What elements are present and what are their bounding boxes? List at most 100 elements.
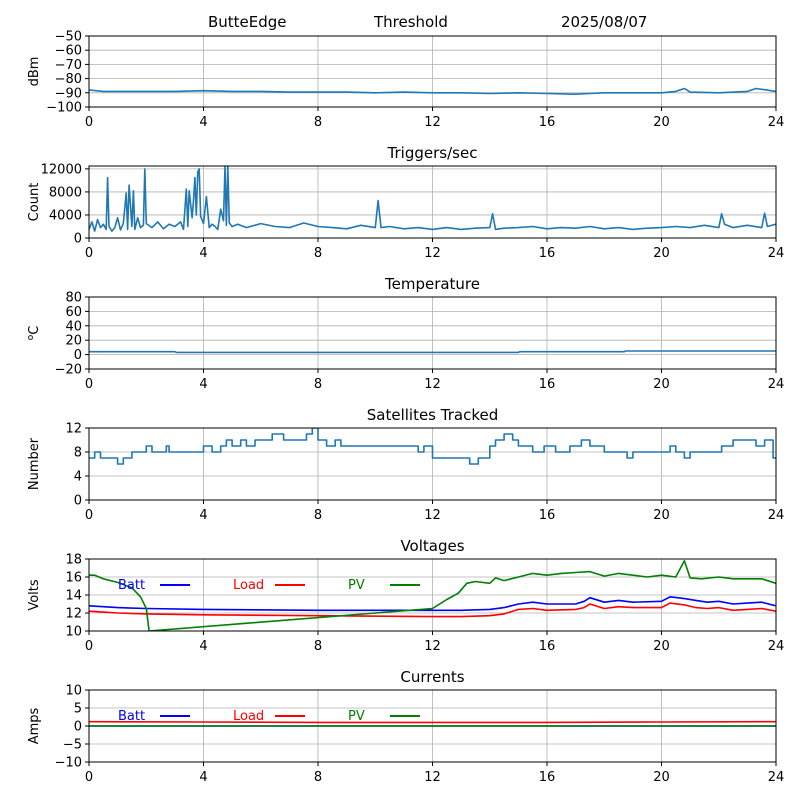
- x-tick-label: 12: [424, 246, 441, 261]
- x-tick-label: 12: [424, 639, 441, 654]
- y-tick-label: −90: [55, 86, 82, 101]
- y-tick-label: 12000: [41, 162, 82, 177]
- x-tick-label: 8: [314, 770, 322, 785]
- x-tick-label: 8: [314, 377, 322, 392]
- x-tick-label: 20: [653, 377, 670, 392]
- x-tick-label: 16: [539, 246, 556, 261]
- x-tick-label: 8: [314, 508, 322, 523]
- x-tick-label: 12: [424, 770, 441, 785]
- mode-label: Threshold: [373, 13, 448, 31]
- x-tick-label: 0: [85, 639, 93, 654]
- series-line-pv: [89, 560, 776, 631]
- y-axis-label: Number: [27, 437, 42, 490]
- y-tick-label: −60: [55, 44, 82, 59]
- x-tick-label: 8: [314, 115, 322, 130]
- subplot-2: 0 4 8 12 16 20 24 0 4000 8000 12000 Triggers/sec Cou…: [27, 144, 784, 261]
- x-tick-label: 16: [539, 639, 556, 654]
- station-name: ButteEdge: [208, 13, 287, 31]
- y-tick-label: 8000: [49, 185, 82, 200]
- series-line-1: [89, 166, 776, 232]
- y-axis-label: Amps: [27, 707, 42, 744]
- y-tick-label: 0: [74, 348, 82, 363]
- subplot-4: 0 4 8 12 16 20 24 0 4 8 12 Satellites Tracked Number: [27, 406, 784, 523]
- x-tick-label: 16: [539, 508, 556, 523]
- x-tick-label: 4: [199, 246, 207, 261]
- y-tick-label: 40: [65, 319, 82, 334]
- x-tick-label: 16: [539, 115, 556, 130]
- x-tick-label: 24: [768, 246, 785, 261]
- legend-label-load: Load: [233, 578, 264, 593]
- y-tick-label: 16: [65, 571, 82, 586]
- x-tick-label: 20: [653, 770, 670, 785]
- legend-label-batt: Batt: [118, 709, 145, 724]
- y-tick-label: 0: [74, 232, 82, 247]
- y-tick-label: −100: [46, 101, 82, 116]
- y-tick-label: 8: [74, 446, 82, 461]
- series-line-1: [89, 428, 776, 465]
- date-label: 2025/08/07: [561, 13, 647, 31]
- y-tick-label: 18: [65, 553, 82, 568]
- x-tick-label: 16: [539, 770, 556, 785]
- y-tick-label: −70: [55, 58, 82, 73]
- x-tick-label: 12: [424, 115, 441, 130]
- x-tick-label: 8: [314, 639, 322, 654]
- x-tick-label: 4: [199, 508, 207, 523]
- chart-title: Triggers/sec: [387, 144, 478, 162]
- series-line-load: [89, 602, 776, 618]
- y-axis-label: dBm: [27, 57, 42, 87]
- legend-label-pv: PV: [348, 578, 365, 593]
- x-tick-label: 4: [199, 639, 207, 654]
- subplot-6: 0 4 8 12 16 20 24 −10 −5 0 5 10 Currents Amps Batt Load…: [27, 668, 784, 785]
- x-tick-label: 24: [768, 639, 785, 654]
- x-tick-label: 0: [85, 508, 93, 523]
- y-axis-label: Count: [27, 183, 42, 222]
- x-tick-label: 12: [424, 508, 441, 523]
- x-tick-label: 4: [199, 377, 207, 392]
- x-tick-label: 20: [653, 639, 670, 654]
- y-tick-label: −5: [63, 738, 82, 753]
- legend-label-load: Load: [233, 709, 264, 724]
- x-tick-label: 24: [768, 508, 785, 523]
- y-tick-label: 20: [65, 334, 82, 349]
- chart-title: Currents: [400, 668, 464, 686]
- y-tick-label: 5: [74, 702, 82, 717]
- y-tick-label: −80: [55, 72, 82, 87]
- celsius-letter: C: [27, 326, 42, 335]
- y-tick-label: 80: [65, 291, 82, 306]
- x-tick-label: 8: [314, 246, 322, 261]
- y-tick-label: 0: [74, 494, 82, 509]
- figure-header: ButteEdge Threshold 2025/08/07: [208, 13, 647, 31]
- y-tick-label: −50: [55, 30, 82, 45]
- subplot-1: 0 4 8 12 16 20 24 −100−90−80−70−60−50 dBm: [27, 30, 784, 131]
- x-tick-label: 20: [653, 508, 670, 523]
- series-line-load: [89, 720, 776, 724]
- series-line-1: [89, 350, 776, 354]
- y-tick-label: 60: [65, 305, 82, 320]
- legend-label-batt: Batt: [118, 578, 145, 593]
- x-tick-label: 0: [85, 246, 93, 261]
- y-tick-label: −20: [55, 363, 82, 378]
- x-tick-label: 4: [199, 115, 207, 130]
- degree-superscript: o: [26, 334, 36, 340]
- chart-title: Temperature: [384, 275, 480, 293]
- x-tick-label: 4: [199, 770, 207, 785]
- y-tick-label: 0: [74, 720, 82, 735]
- series-line-1: [89, 87, 776, 95]
- legend-label-pv: PV: [348, 709, 365, 724]
- y-axis-label: Volts: [27, 579, 42, 611]
- y-tick-label: 10: [65, 625, 82, 640]
- y-tick-label: 10: [65, 684, 82, 699]
- y-tick-label: 14: [65, 589, 82, 604]
- series-line-batt: [89, 596, 776, 612]
- subplot-5: 0 4 8 12 16 20 24 10 12 14 16 18 Voltages Volts Batt Lo…: [27, 537, 784, 654]
- x-tick-label: 20: [653, 246, 670, 261]
- y-tick-label: −10: [55, 756, 82, 771]
- chart-title: Satellites Tracked: [367, 406, 498, 424]
- y-axis-label: oC: [26, 326, 42, 341]
- x-tick-label: 12: [424, 377, 441, 392]
- x-tick-label: 16: [539, 377, 556, 392]
- x-tick-label: 0: [85, 377, 93, 392]
